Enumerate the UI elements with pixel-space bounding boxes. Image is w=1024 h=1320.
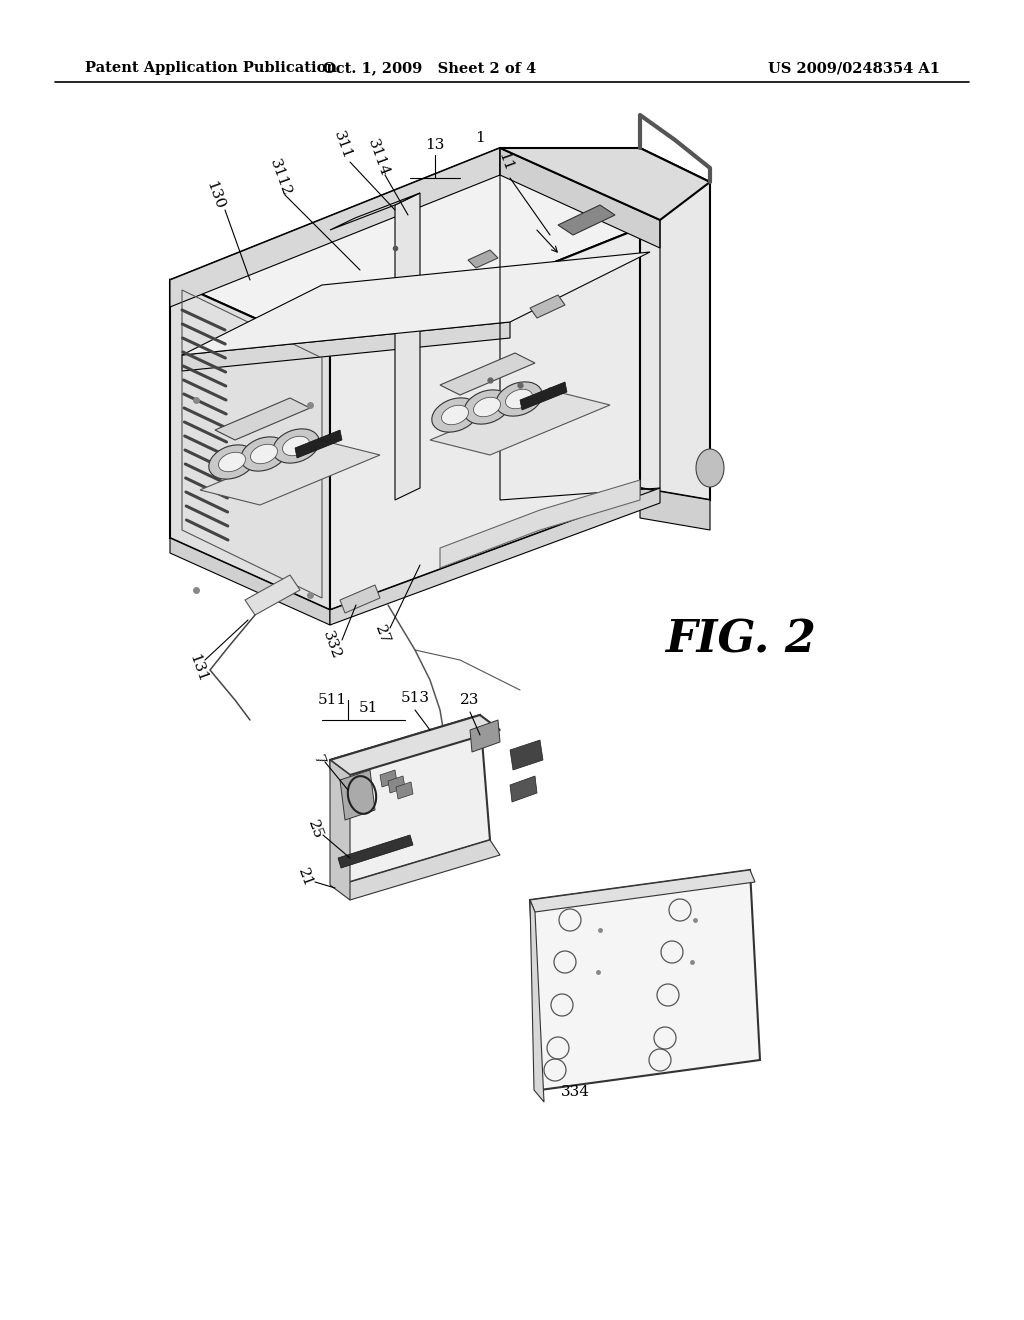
Polygon shape [380,770,397,787]
Polygon shape [182,252,650,355]
Polygon shape [170,148,660,352]
Text: 130: 130 [204,180,226,211]
Polygon shape [430,389,610,455]
Polygon shape [245,576,300,615]
Text: 131: 131 [186,652,210,684]
Ellipse shape [272,429,319,463]
Ellipse shape [218,453,246,471]
Polygon shape [500,148,710,220]
Text: Oct. 1, 2009   Sheet 2 of 4: Oct. 1, 2009 Sheet 2 of 4 [324,61,537,75]
Ellipse shape [241,437,287,471]
Polygon shape [340,585,380,612]
Polygon shape [170,148,500,308]
Ellipse shape [283,437,309,455]
Polygon shape [440,352,535,395]
Text: 7: 7 [310,754,327,767]
Polygon shape [500,148,660,248]
Ellipse shape [696,449,724,487]
Ellipse shape [209,445,255,479]
Text: 11: 11 [495,150,515,173]
Polygon shape [470,719,500,752]
Polygon shape [468,249,498,268]
Text: 21: 21 [295,866,315,890]
Text: 23: 23 [461,693,479,708]
Ellipse shape [251,445,278,463]
Polygon shape [330,715,490,884]
Text: FIG. 2: FIG. 2 [665,619,815,661]
Polygon shape [170,539,330,624]
Text: 13: 13 [425,139,444,152]
Polygon shape [510,776,537,803]
Text: 513: 513 [400,690,429,705]
Polygon shape [200,440,380,506]
Polygon shape [530,294,565,318]
Ellipse shape [441,405,469,425]
Polygon shape [530,870,760,1090]
Polygon shape [520,381,567,411]
Text: 334: 334 [560,1085,590,1100]
Text: 3114: 3114 [365,137,391,178]
Polygon shape [440,480,640,568]
Text: 27: 27 [372,623,392,647]
Polygon shape [182,322,510,371]
Polygon shape [330,760,350,900]
Polygon shape [530,870,755,912]
Polygon shape [330,220,660,610]
Polygon shape [510,741,543,770]
Text: Patent Application Publication: Patent Application Publication [85,61,337,75]
Polygon shape [340,770,375,820]
Text: 1: 1 [475,131,485,145]
Polygon shape [330,488,660,624]
Ellipse shape [496,381,542,416]
Text: US 2009/0248354 A1: US 2009/0248354 A1 [768,61,940,75]
Text: 3112: 3112 [267,157,293,198]
Ellipse shape [432,397,478,432]
Polygon shape [640,148,710,500]
Polygon shape [640,488,710,531]
Polygon shape [395,193,420,500]
Polygon shape [396,781,413,799]
Polygon shape [558,205,615,235]
Text: 511: 511 [317,693,346,708]
Polygon shape [330,715,500,775]
Polygon shape [530,900,544,1102]
Text: 332: 332 [321,630,343,661]
Polygon shape [215,399,310,440]
Ellipse shape [473,397,501,417]
Text: 25: 25 [305,818,325,841]
Ellipse shape [506,389,532,409]
Ellipse shape [464,389,510,424]
Polygon shape [170,280,330,610]
Polygon shape [388,776,406,793]
Text: 311: 311 [332,129,354,161]
Polygon shape [295,430,342,458]
Polygon shape [340,840,500,900]
Text: 51: 51 [358,701,378,715]
Polygon shape [330,193,420,230]
Polygon shape [338,836,413,869]
